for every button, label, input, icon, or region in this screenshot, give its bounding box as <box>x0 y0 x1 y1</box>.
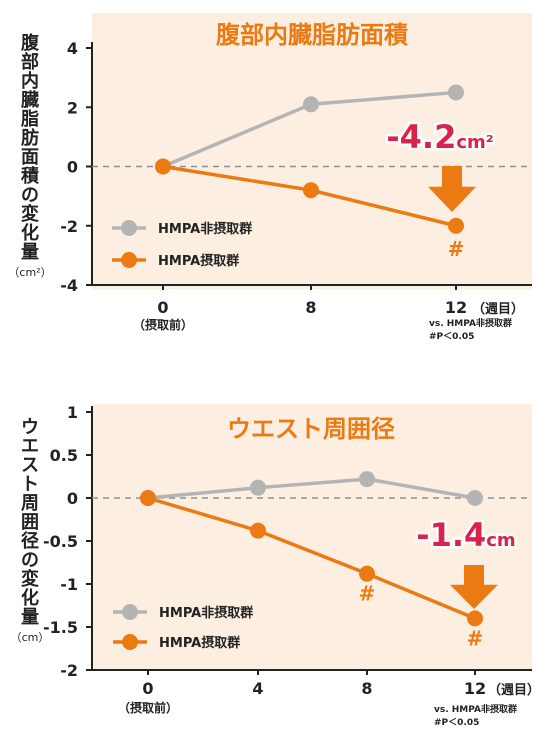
data-point-2 <box>140 490 156 506</box>
y-tick-label: -2 <box>60 661 78 680</box>
plot-background <box>92 13 532 289</box>
chart-title: ウエスト周囲径 <box>227 415 395 443</box>
x-axis-unit: （週目） <box>472 301 524 317</box>
significance-mark: # <box>448 237 465 261</box>
x-tick-label: 0 <box>157 298 168 317</box>
x-tick-label: 12 <box>445 298 467 317</box>
legend-label: HMPA非摂取群 <box>159 605 253 621</box>
chart-2: ウエスト周囲径 ウエスト周囲径の変化量 （cm） 1 0.5 0 -0.5 -1 -1.5 -2 0… <box>11 403 540 728</box>
significance-mark: # <box>359 582 376 606</box>
data-point-2 <box>467 610 483 627</box>
chart-1: 腹部内臓脂肪面積 腹部内臓脂肪面積の変化量 （cm²） 4 2 0 -2 -4 0 8 12 （摂取前… <box>8 13 532 342</box>
series-line-1 <box>147 477 476 500</box>
y-axis-unit: （cm²） <box>8 266 51 279</box>
y-axis-label: 腹部内臓脂肪面積の変化量 <box>20 32 40 263</box>
data-point-1 <box>448 84 464 101</box>
x-tick-label: 0 <box>142 679 153 698</box>
y-tick-label: -1.5 <box>43 618 78 637</box>
significance-mark: # <box>467 626 484 650</box>
legend-marker <box>121 220 137 236</box>
down-arrow-icon <box>428 166 476 212</box>
x-tick-sublabel: （摂取前） <box>133 317 193 332</box>
data-point-2 <box>155 158 171 175</box>
data-point-2 <box>448 217 464 234</box>
x-tick-sublabel: （摂取前） <box>118 700 178 715</box>
callout-value: -4.2cm² <box>386 118 493 156</box>
y-tick-label: 0 <box>67 489 78 508</box>
y-tick-label: -2 <box>60 217 78 236</box>
data-point-1 <box>303 96 319 113</box>
down-arrow-icon <box>450 565 498 609</box>
x-tick-label: 4 <box>252 679 263 698</box>
x-tick-label: 8 <box>361 679 372 698</box>
y-tick-label: -4 <box>60 276 78 295</box>
significance-note: vs. HMPA非摂取群 <box>434 703 517 715</box>
y-axis-unit: （cm） <box>11 631 50 644</box>
y-tick-label: 1 <box>67 403 78 422</box>
plot-background <box>92 404 532 670</box>
legend-label: HMPA非摂取群 <box>158 221 252 237</box>
legend-marker <box>121 252 137 268</box>
significance-note: #P＜0.05 <box>434 717 479 728</box>
significance-note: #P＜0.05 <box>429 331 474 342</box>
legend-marker <box>122 604 138 620</box>
y-tick-label: 0.5 <box>50 446 78 465</box>
y-tick-label: -1 <box>60 575 78 594</box>
data-point-2 <box>359 565 375 582</box>
y-tick-label: 0 <box>67 158 78 177</box>
y-tick-label: 2 <box>67 98 78 117</box>
data-point-1 <box>250 479 266 496</box>
x-axis-unit: （週目） <box>488 682 540 698</box>
legend-label: HMPA摂取群 <box>159 635 240 651</box>
significance-note: vs. HMPA非摂取群 <box>429 317 512 329</box>
y-tick-label: 4 <box>67 39 78 58</box>
legend-marker <box>122 634 138 650</box>
data-point-2 <box>303 182 319 199</box>
chart-title: 腹部内臓脂肪面積 <box>216 21 408 49</box>
data-point-1 <box>359 471 375 488</box>
data-point-1 <box>467 490 483 506</box>
x-tick-label: 12 <box>464 679 486 698</box>
series-line-2 <box>147 496 476 621</box>
y-tick-label: -0.5 <box>43 532 78 551</box>
legend-label: HMPA摂取群 <box>158 253 239 269</box>
callout-value: -1.4cm <box>416 516 515 554</box>
y-axis-label: ウエスト周囲径の変化量 <box>21 417 39 628</box>
data-point-2 <box>250 522 266 539</box>
x-tick-label: 8 <box>305 298 316 317</box>
